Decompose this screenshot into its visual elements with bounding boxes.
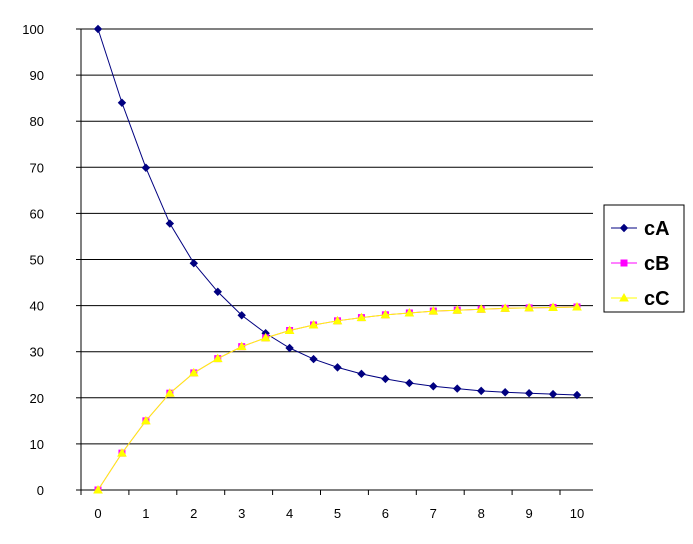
data-point-cC	[500, 303, 511, 312]
data-point-cC	[236, 341, 247, 351]
x-tick-label: 0	[94, 506, 101, 521]
y-tick-label: 20	[30, 391, 44, 406]
y-tick-label: 100	[22, 22, 44, 37]
data-point-cA	[117, 98, 127, 107]
x-tick-label: 4	[286, 506, 293, 521]
x-tick-label: 10	[570, 506, 584, 521]
y-tick-label: 60	[30, 206, 44, 221]
legend-label: cB	[644, 253, 670, 275]
data-point-cA	[357, 369, 366, 379]
x-axis-ticks: 0 1 2 3 4 5 6 7 8 9 10	[80, 490, 584, 521]
data-point-cA	[476, 386, 486, 396]
data-point-cA	[429, 382, 438, 391]
y-tick-label: 10	[30, 437, 44, 452]
y-axis-ticks: 0 10 20 30 40 50 60 70 80 90 100	[22, 22, 81, 498]
x-tick-label: 6	[382, 506, 389, 521]
series-layer	[93, 24, 582, 494]
x-tick-label: 3	[238, 506, 245, 521]
data-point-cA	[309, 354, 318, 364]
series-cA	[93, 24, 582, 400]
data-point-cA	[141, 163, 151, 172]
series-cC	[93, 301, 582, 494]
legend: cA cB cC	[603, 204, 685, 313]
data-point-cC	[356, 312, 367, 322]
data-point-cC	[93, 484, 103, 494]
y-tick-label: 0	[37, 483, 44, 498]
data-point-cA	[237, 311, 246, 320]
data-point-cA	[93, 24, 103, 34]
data-point-cC	[476, 304, 487, 313]
data-point-cC	[141, 415, 151, 425]
data-point-cA	[548, 389, 558, 399]
data-point-cA	[285, 343, 294, 353]
y-tick-label: 80	[30, 114, 44, 129]
y-tick-label: 40	[30, 299, 44, 314]
data-point-cC	[548, 302, 558, 311]
data-point-cC	[212, 353, 223, 363]
data-point-cA	[405, 378, 414, 388]
data-point-cA	[500, 388, 510, 397]
data-point-cC	[284, 325, 295, 334]
data-point-cC	[404, 307, 415, 317]
x-tick-label: 9	[525, 506, 532, 521]
legend-marker-cB	[620, 259, 628, 267]
x-tick-label: 8	[478, 506, 485, 521]
series-cB	[94, 303, 581, 494]
series-line-cC	[97, 306, 578, 491]
data-point-cA	[165, 219, 175, 228]
data-point-cA	[572, 390, 582, 400]
data-point-cC	[452, 305, 463, 314]
data-point-cC	[117, 448, 127, 457]
data-point-cA	[213, 287, 222, 296]
data-point-cC	[332, 315, 343, 325]
data-point-cC	[380, 309, 391, 319]
legend-box	[603, 204, 685, 313]
y-tick-label: 70	[30, 160, 44, 175]
series-line-cA	[97, 28, 578, 396]
series-line-cB	[97, 306, 578, 491]
data-point-cC	[260, 332, 271, 342]
data-point-cA	[453, 384, 462, 393]
y-tick-label: 30	[30, 345, 44, 360]
legend-marker-cA	[619, 223, 629, 233]
data-point-cC	[524, 302, 534, 312]
data-point-cC	[164, 388, 175, 397]
data-point-cA	[189, 258, 199, 268]
legend-label: cA	[644, 218, 670, 240]
data-point-cA	[381, 374, 390, 384]
x-tick-label: 7	[430, 506, 437, 521]
legend-label: cC	[644, 288, 670, 310]
x-tick-label: 2	[190, 506, 197, 521]
legend-marker-cC	[619, 292, 629, 302]
x-tick-label: 1	[142, 506, 149, 521]
data-point-cA	[333, 363, 342, 372]
data-point-cC	[308, 319, 319, 329]
y-tick-label: 50	[30, 253, 44, 268]
data-point-cA	[524, 388, 534, 398]
y-tick-label: 90	[30, 68, 44, 83]
data-point-cC	[188, 367, 199, 377]
x-tick-label: 5	[334, 506, 341, 521]
data-point-cC	[572, 301, 582, 311]
data-point-cC	[428, 306, 439, 315]
gridlines	[81, 28, 593, 445]
